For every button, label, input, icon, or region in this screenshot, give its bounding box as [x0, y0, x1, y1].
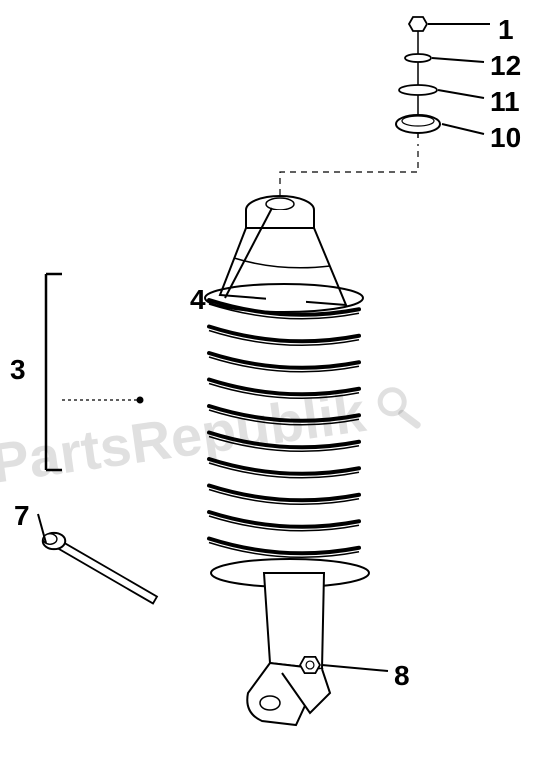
callout-3: 3	[10, 354, 26, 386]
callout-8: 8	[394, 660, 410, 692]
callout-7: 7	[14, 500, 30, 532]
parts-diagram: 11211104378 PartsRepublik	[0, 0, 560, 776]
small-washer	[405, 54, 431, 62]
lower-mounting-bolt	[58, 542, 157, 604]
top-nut	[409, 17, 427, 31]
rear-shock-absorber	[205, 196, 369, 725]
diagram-svg	[0, 0, 560, 776]
callout-1: 1	[498, 14, 514, 46]
callout-10: 10	[490, 122, 521, 154]
callout-12: 12	[490, 50, 521, 82]
spacer	[399, 85, 437, 95]
callout-4: 4	[190, 284, 206, 316]
callout-11: 11	[490, 86, 520, 118]
